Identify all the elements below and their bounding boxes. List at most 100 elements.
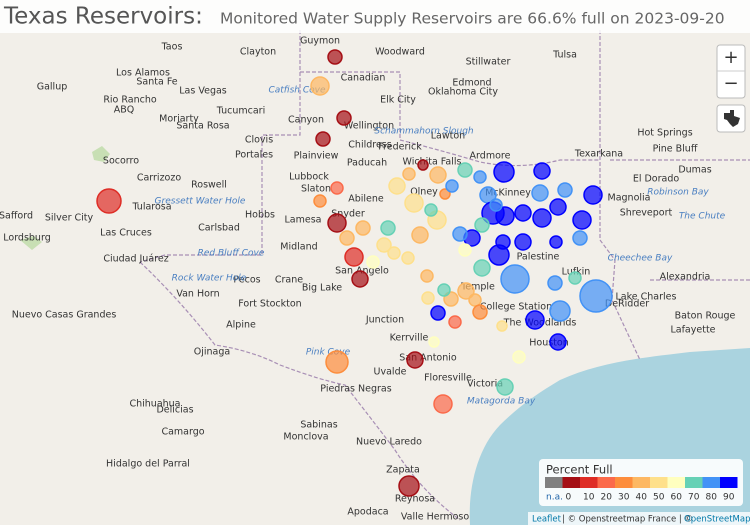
reservoir bbox=[366, 255, 380, 269]
place-label: Tularosa bbox=[131, 202, 171, 213]
reservoir bbox=[549, 333, 567, 351]
zoom-out[interactable]: − bbox=[723, 73, 738, 94]
place-label: Tucumcari bbox=[216, 106, 265, 117]
place-label: Santa Fe bbox=[136, 77, 177, 88]
place-label: Delicias bbox=[156, 405, 193, 416]
place-label: Hidalgo del Parral bbox=[106, 459, 190, 470]
legend-label: 90 bbox=[723, 493, 735, 503]
place-label: Magnolia bbox=[608, 193, 651, 204]
reservoir bbox=[398, 475, 420, 497]
attribution-link[interactable]: Leaflet bbox=[532, 515, 562, 525]
legend-swatch bbox=[667, 477, 685, 488]
legend-swatch bbox=[562, 477, 580, 488]
place-label: El Dorado bbox=[633, 174, 680, 185]
place-label: DeRidder bbox=[605, 299, 649, 310]
place-label: Fort Stockton bbox=[238, 299, 301, 310]
reservoir bbox=[421, 291, 435, 305]
place-label: Abilene bbox=[348, 194, 384, 205]
place-label: Dumas bbox=[678, 165, 711, 176]
place-label: Clovis bbox=[245, 135, 273, 146]
legend-label: 10 bbox=[583, 493, 595, 503]
place-label: Nuevo Laredo bbox=[356, 437, 422, 448]
reservoir bbox=[496, 378, 514, 396]
water-label: Schammahorn Slough bbox=[374, 127, 474, 137]
parks bbox=[20, 146, 110, 250]
place-label: Olney bbox=[410, 187, 438, 198]
place-label: Portales bbox=[235, 150, 273, 161]
legend-label: 70 bbox=[688, 493, 700, 503]
place-label: Valle Hermoso bbox=[401, 512, 469, 523]
place-label: Carrizozo bbox=[137, 173, 182, 184]
reservoir bbox=[445, 179, 459, 193]
reservoir bbox=[532, 208, 552, 228]
place-label: Lafayette bbox=[670, 325, 715, 336]
place-label: Pecos bbox=[233, 275, 260, 286]
reservoir bbox=[433, 394, 453, 414]
place-label: Victoria bbox=[467, 379, 503, 390]
reservoir bbox=[457, 282, 475, 300]
reservoir bbox=[549, 198, 567, 216]
water-label: Catfish Cove bbox=[268, 86, 326, 96]
title-bar bbox=[0, 0, 750, 33]
reservoir bbox=[533, 162, 551, 180]
reservoir bbox=[495, 206, 515, 226]
reservoir bbox=[489, 198, 503, 212]
reservoir bbox=[330, 181, 344, 195]
place-label: Ardmore bbox=[470, 151, 511, 162]
zoom-in[interactable]: + bbox=[723, 47, 738, 68]
reservoir bbox=[327, 213, 347, 233]
attribution-link[interactable]: OpenStreetMap bbox=[684, 515, 750, 525]
reservoir bbox=[531, 184, 549, 202]
reservoir bbox=[583, 185, 603, 205]
reservoir bbox=[439, 188, 451, 200]
legend-title: Percent Full bbox=[546, 463, 613, 477]
reservoir bbox=[420, 269, 434, 283]
reservoir bbox=[514, 204, 532, 222]
place-label: Nuevo Casas Grandes bbox=[12, 310, 117, 321]
reservoir bbox=[417, 159, 429, 171]
place-label: Reynosa bbox=[395, 494, 435, 505]
place-label: Van Horn bbox=[176, 289, 219, 300]
reservoir bbox=[437, 283, 451, 297]
reservoir bbox=[457, 162, 473, 178]
place-label: Temple bbox=[460, 282, 495, 293]
water-label: Gressett Water Hole bbox=[155, 197, 246, 207]
reservoir bbox=[488, 244, 510, 266]
place-label: Kerrville bbox=[390, 333, 429, 344]
place-label: Paducah bbox=[347, 158, 387, 169]
place-label: Lawton bbox=[431, 131, 465, 142]
reservoir bbox=[404, 193, 424, 213]
place-label: Crane bbox=[275, 275, 303, 286]
reservoir bbox=[380, 220, 396, 236]
legend-label: 40 bbox=[636, 493, 648, 503]
place-label: Shreveport bbox=[620, 208, 673, 219]
reservoir bbox=[411, 226, 429, 244]
attribution-text: | © Openstreetmap France | © bbox=[562, 515, 693, 525]
place-label: Junction bbox=[365, 315, 404, 326]
place-label: Woodward bbox=[375, 47, 425, 58]
reservoir bbox=[493, 161, 515, 183]
reservoir bbox=[401, 251, 415, 265]
reservoir bbox=[458, 243, 472, 257]
place-label: Socorro bbox=[103, 156, 139, 167]
place-label: Childress bbox=[348, 140, 391, 151]
water-label: Pink Cove bbox=[306, 348, 351, 358]
reservoir bbox=[474, 217, 490, 233]
legend-swatch bbox=[702, 477, 720, 488]
legend-label: 60 bbox=[671, 493, 683, 503]
place-label: Big Lake bbox=[302, 283, 342, 294]
legend-swatch bbox=[545, 477, 563, 488]
reservoir bbox=[472, 304, 488, 320]
place-label: Ojinaga bbox=[194, 347, 230, 358]
water-label: The Chute bbox=[679, 212, 726, 222]
reservoir bbox=[310, 76, 330, 96]
water-label: Robinson Bay bbox=[647, 188, 709, 198]
legend-swatch bbox=[597, 477, 615, 488]
water-label: Red Bluff Cove bbox=[198, 249, 265, 259]
legend-label: 0 bbox=[566, 493, 572, 503]
reservoir bbox=[473, 259, 491, 277]
place-label: Palestine bbox=[517, 252, 560, 263]
place-label: Edmond bbox=[452, 78, 491, 89]
place-label: Hot Springs bbox=[637, 128, 692, 139]
reservoir bbox=[500, 264, 530, 294]
